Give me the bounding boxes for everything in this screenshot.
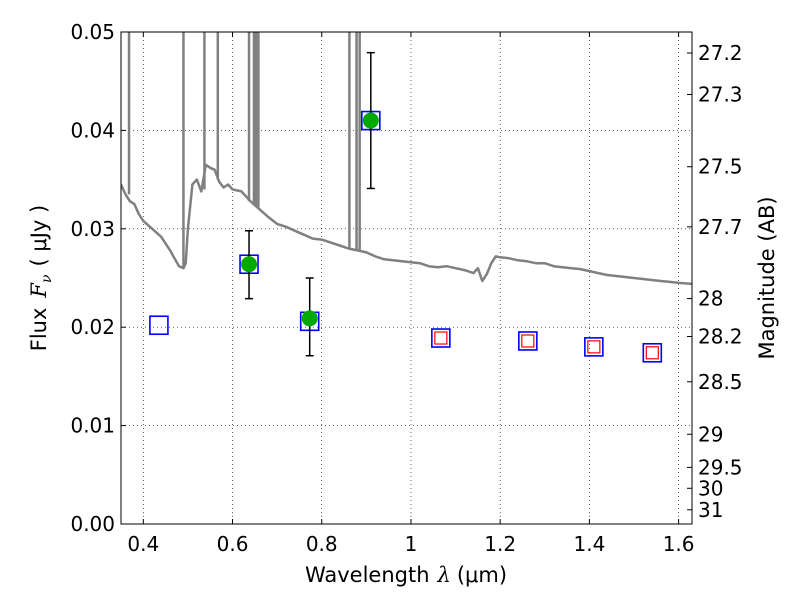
upper-limit-square [434,331,448,345]
y-tick-label: 0.03 [70,217,115,241]
plot-frame [120,31,693,525]
x-tick-label: 1.2 [484,532,516,556]
model-flux-square [431,328,451,348]
model-flux-square [149,315,169,336]
y-tick-label: 0.05 [70,20,115,44]
y2-tick-label: 27.5 [698,155,743,179]
x-tick-label: 0.6 [217,532,249,556]
x-axis-label: Wavelength λ (μm) [305,563,507,587]
observed-flux-point [241,256,258,273]
y2-axis-label: Magnitude (AB) [755,196,779,359]
x-tick-label: 1.4 [573,532,605,556]
y2-tick-label: 30 [698,476,723,500]
model-flux-square [642,342,663,363]
y-tick-label: 0.04 [70,118,115,142]
y2-tick-label: 28.5 [698,370,743,394]
y2-tick-label: 29.5 [698,455,743,479]
y2-tick-label: 27.2 [698,41,743,65]
upper-limit-square [587,340,601,354]
y2-tick-label: 27.7 [698,215,743,239]
ticks: 0.4 0.6 0.8 1 1.2 1.4 1.6 0.00 0.01 0.02 0.03 0.04 0… [70,20,742,556]
data-layer [121,32,692,286]
observed-flux-point [301,310,318,327]
x-tick-label: 0.8 [306,532,338,556]
y-tick-label: 0.00 [70,512,115,536]
y2-tick-label: 29 [698,422,723,446]
y-tick-label: 0.02 [70,315,115,339]
upper-limit-square [645,346,659,360]
model-flux-square [584,337,604,357]
y2-tick-label: 27.3 [698,82,743,106]
model-flux-square [518,331,538,351]
model-spectrum-line [121,163,692,286]
x-tick-label: 1.6 [663,532,695,556]
x-tick-label: 0.4 [127,532,159,556]
upper-limit-square [521,334,535,348]
marker-layer [149,51,663,363]
y-axis-label: FluxFν( μJy ) [27,205,55,351]
plot-background [121,32,692,524]
observed-flux-point [362,112,379,129]
y2-tick-label: 31 [698,498,723,522]
y-tick-label: 0.01 [70,414,115,438]
y2-tick-label: 28.2 [698,325,743,349]
x-tick-label: 1 [405,532,418,556]
y2-tick-label: 28 [698,287,723,311]
